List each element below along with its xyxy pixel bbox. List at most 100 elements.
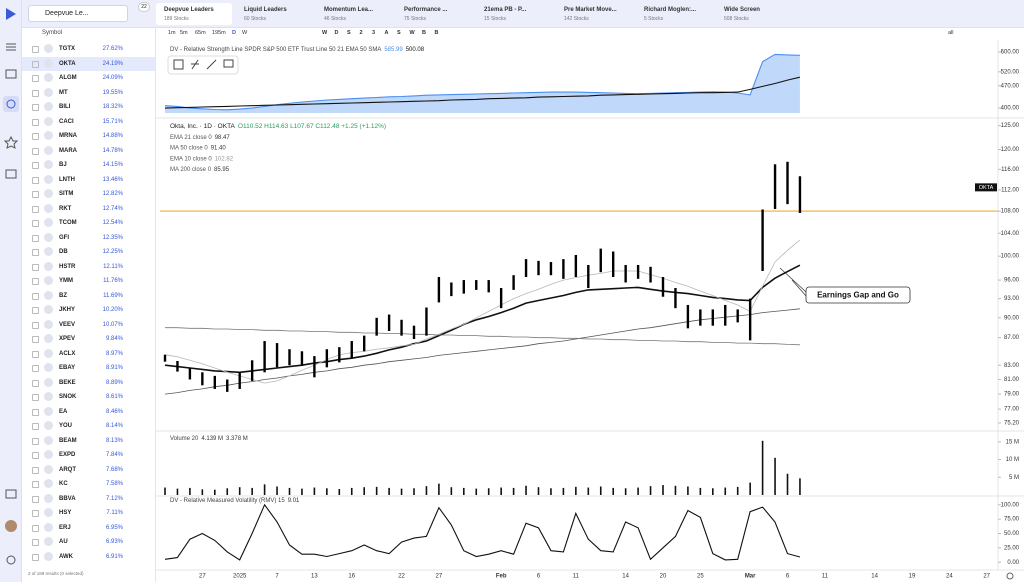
settings-icon[interactable] [1006,572,1014,580]
watchlist-row[interactable]: ACLX 8.97% [22,347,155,361]
checkbox[interactable] [32,104,39,111]
nav-icon[interactable] [5,69,17,79]
tab[interactable]: Performance ... 75 Stocks [396,3,472,25]
watchlist-row[interactable]: XPEV 9.84% [22,332,155,346]
nav-icon[interactable] [6,99,16,109]
toolbar-button[interactable]: 3 [372,30,376,36]
checkbox[interactable] [32,452,39,459]
toolbar-button[interactable]: S [347,30,351,36]
watchlist-row[interactable]: TCOM 12.54% [22,216,155,230]
checkbox[interactable] [32,220,39,227]
checkbox[interactable] [32,263,39,271]
checkbox[interactable] [32,249,39,256]
tab[interactable]: Momentum Lea... 46 Stocks [316,3,392,25]
interval-button[interactable]: 195m [212,30,226,36]
watchlist-row[interactable]: OKTA 24.19% [22,56,155,71]
watchlist-row[interactable]: BEAM 8.13% [22,434,155,448]
watchlist-row[interactable]: JKHY 10.20% [22,303,155,317]
watchlist-row[interactable]: ALGM 24.09% [22,71,155,85]
watchlist-row[interactable]: EBAY 8.91% [22,361,155,375]
watchlist-row[interactable]: YOU 8.14% [22,419,155,433]
watchlist-row[interactable]: LNTH 13.46% [22,173,155,187]
watchlist-row[interactable]: KC 7.58% [22,477,155,491]
checkbox[interactable] [32,75,39,82]
watchlist-row[interactable]: EXPD 7.84% [22,448,155,462]
checkbox[interactable] [32,481,39,488]
checkbox[interactable] [32,234,39,242]
checkbox[interactable] [32,423,39,430]
watchlist-row[interactable]: TGTX 27.62% [22,42,155,56]
toolbar-button[interactable]: B [422,30,426,36]
checkbox[interactable] [32,118,39,126]
nav-icon[interactable] [5,489,17,499]
toolbar-button[interactable]: D [334,30,339,36]
interval-button[interactable]: 65m [195,30,206,36]
checkbox[interactable] [32,133,39,140]
toolbar-button[interactable]: B [434,30,439,36]
watchlist-row[interactable]: SNOK 8.61% [22,390,155,404]
watchlist-row[interactable]: BBVA 7.12% [22,492,155,506]
watchlist-row[interactable]: BEKE 8.89% [22,376,155,390]
checkbox[interactable] [32,147,39,155]
nav-active[interactable] [3,96,19,112]
checkbox[interactable] [32,466,39,474]
checkbox[interactable] [32,336,39,343]
nav-icon[interactable] [3,135,19,149]
checkbox[interactable] [32,524,39,532]
checkbox[interactable] [32,60,39,68]
checkbox[interactable] [32,379,39,387]
watchlist-row[interactable]: HSTR 12.11% [22,260,155,274]
avatar[interactable] [5,520,17,532]
watchlist-row[interactable]: MT 19.55% [22,86,155,100]
nav-icon[interactable] [6,555,16,565]
watchlist-row[interactable]: BJ 14.15% [22,158,155,172]
watchlist-row[interactable]: DB 12.25% [22,245,155,259]
checkbox[interactable] [32,191,39,198]
checkbox[interactable] [32,495,39,503]
watchlist-row[interactable]: AWK 6.91% [22,550,155,564]
drawing-tools[interactable] [167,55,239,75]
interval-button[interactable]: 5m [180,30,188,36]
checkbox[interactable] [32,553,39,561]
checkbox[interactable] [32,365,39,372]
watchlist-row[interactable]: GFI 12.35% [22,231,155,245]
watchlist-row[interactable]: AU 6.93% [22,535,155,549]
watchlist-row[interactable]: ERJ 6.95% [22,521,155,535]
checkbox[interactable] [32,292,39,300]
checkbox[interactable] [32,350,39,358]
checkbox[interactable] [32,321,39,329]
tab[interactable]: Liquid Leaders 60 Stocks [236,3,312,25]
watchlist-row[interactable]: YMM 11.76% [22,274,155,288]
checkbox[interactable] [32,89,39,97]
checkbox[interactable] [32,510,39,517]
checkbox[interactable] [32,437,39,445]
watchlist-row[interactable]: CACI 15.71% [22,115,155,129]
nav-icon[interactable] [5,169,17,179]
checkbox[interactable] [32,307,39,314]
tool-fib[interactable] [191,59,199,70]
watchlist-row[interactable]: MARA 14.78% [22,144,155,158]
watchlist-row[interactable]: EA 8.46% [22,405,155,419]
watchlist-row[interactable]: BZ 11.69% [22,289,155,303]
tool-rect[interactable] [173,59,184,70]
tab[interactable]: Richard Moglen:... 5 Stocks [636,3,712,25]
checkbox[interactable] [32,278,39,285]
interval-button[interactable]: W [242,30,248,36]
toolbar-button[interactable]: W [322,30,328,36]
watchlist-row[interactable]: MRNA 14.88% [22,129,155,143]
checkbox[interactable] [32,408,39,416]
toolbar-button[interactable]: W [409,30,415,36]
toolbar-button[interactable]: S [397,30,401,36]
tab[interactable]: Deepvue Leaders 189 Stocks [156,3,232,25]
checkbox[interactable] [32,539,39,546]
checkbox[interactable] [32,205,39,213]
search-box[interactable]: Deepvue Le... [28,5,128,22]
checkbox[interactable] [32,394,39,401]
watchlist-row[interactable]: ARQT 7.68% [22,463,155,477]
toolbar-button[interactable]: 2 [359,30,363,36]
range-button[interactable]: all [948,30,954,36]
tab[interactable]: Wide Screen 508 Stocks [716,3,792,25]
menu-icon[interactable] [6,43,16,51]
checkbox[interactable] [32,176,39,184]
tab[interactable]: Pre Market Move... 142 Stocks [556,3,632,25]
